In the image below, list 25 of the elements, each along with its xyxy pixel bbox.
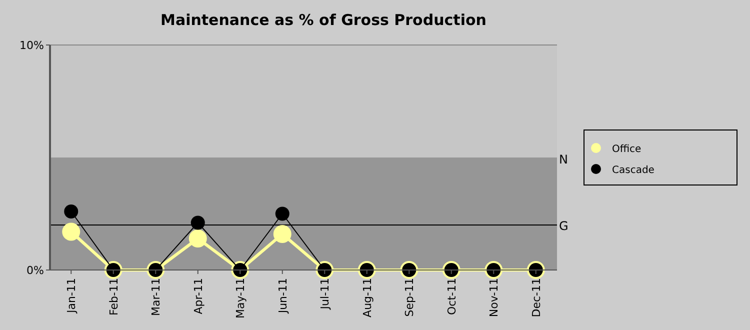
point [64, 204, 78, 218]
x-tick-label: Sep-11 [403, 278, 416, 317]
point [273, 225, 292, 243]
chart-title: Maintenance as % of Gross Production [160, 11, 486, 29]
x-tick-label: May-11 [234, 278, 248, 319]
x-tick-label: Mar-11 [150, 278, 163, 316]
legend-label: Cascade [612, 165, 654, 176]
y-tick-label: 0% [26, 264, 44, 277]
x-tick-label: Oct-11 [445, 278, 458, 315]
x-tick-label: Feb-11 [107, 278, 120, 316]
x-tick-label: Apr-11 [192, 278, 205, 314]
point [188, 230, 207, 248]
x-tick-label: Dec-11 [530, 278, 543, 318]
ref-line-label: G [559, 219, 568, 233]
x-tick-label: Jun-11 [276, 278, 290, 314]
y-tick-label: 10% [20, 39, 44, 52]
point [190, 216, 205, 230]
x-tick-label: Nov-11 [488, 278, 501, 318]
x-tick-label: Jan-11 [65, 278, 78, 314]
point [62, 222, 80, 241]
point [275, 206, 290, 221]
x-tick-label: Jul-11 [318, 278, 332, 310]
x-tick-label: Aug-11 [360, 278, 374, 318]
legend-label: Office [612, 144, 642, 155]
band-label: N [559, 152, 568, 166]
